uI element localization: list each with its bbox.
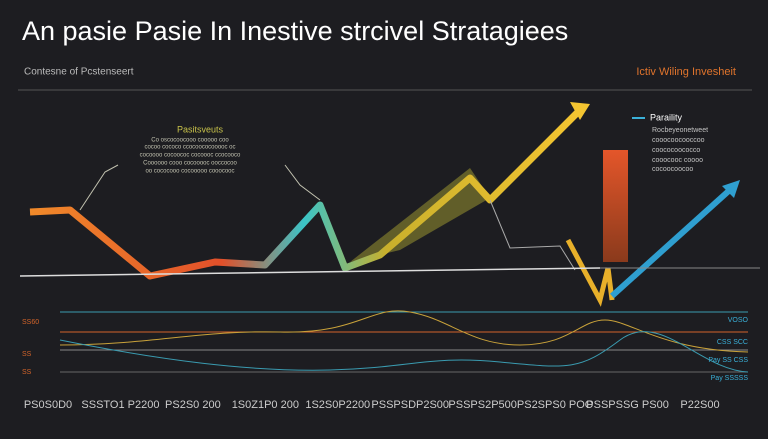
x-label: P22S00 bbox=[680, 399, 719, 411]
bar-shape bbox=[603, 150, 628, 262]
corner-label: Ictiv Wiling Invesheit bbox=[636, 66, 736, 78]
subtitle: Contesne of Pcstenseert bbox=[24, 67, 134, 78]
blue-line bbox=[609, 185, 735, 299]
callout bbox=[284, 164, 321, 201]
left-label: SS60 bbox=[22, 319, 39, 326]
x-label: PS0S0D0 bbox=[24, 399, 72, 411]
x-label: PSSPS2P500 bbox=[448, 399, 517, 411]
legend-line: cocoocoocoo bbox=[652, 166, 693, 173]
legend-line: Rocbeyeonetweet bbox=[652, 127, 708, 134]
annotation-line: Coooooo cooo cocooooc ooccocoo bbox=[143, 161, 237, 167]
x-label: 1S2S0P2200 bbox=[305, 399, 370, 411]
annotation-line: Co oscocoocooo cooooo coo bbox=[151, 138, 229, 144]
callout bbox=[79, 164, 119, 211]
x-label: PS2SPS0 POO bbox=[517, 399, 594, 411]
right-label: Pay SS CSS bbox=[708, 357, 748, 364]
wave bbox=[59, 331, 749, 373]
ribbon-line bbox=[29, 109, 581, 280]
right-label: Pay SSSSS bbox=[711, 375, 749, 382]
legend-line: cooocooc coooo bbox=[652, 157, 703, 164]
annotation-line: oo cococooo cocooooo cooocooc bbox=[145, 169, 234, 175]
yellow-dip bbox=[565, 238, 615, 307]
x-label: PSSPSSG PS00 bbox=[586, 399, 669, 411]
x-label: PSSPSDP2S00 bbox=[371, 399, 449, 411]
title: An pasie Pasie In Inestive strcivel Stra… bbox=[22, 16, 568, 46]
annotation-title: Pasitsveuts bbox=[177, 124, 224, 134]
annotation-line: cocoo cococo ccocoococooooc oc bbox=[144, 145, 235, 151]
arrow-head bbox=[722, 180, 740, 198]
arrow-head bbox=[570, 102, 590, 120]
wave bbox=[59, 310, 749, 353]
x-label: PS2S0 200 bbox=[165, 399, 221, 411]
right-label: CSS SCC bbox=[717, 339, 748, 346]
x-label: 1S0Z1P0 200 bbox=[232, 399, 299, 411]
legend-title: Paraility bbox=[650, 112, 683, 122]
baseline bbox=[19, 267, 601, 277]
annotation-line: cocoooo cocoococ cocoooc ccocooco bbox=[140, 153, 241, 159]
legend-line: cooocoocooccoo bbox=[652, 137, 705, 144]
x-label: SSSTO1 P2200 bbox=[81, 399, 159, 411]
thin-line bbox=[489, 199, 576, 271]
left-label: SS bbox=[22, 351, 32, 358]
right-label: VOSO bbox=[728, 317, 749, 324]
left-label: SS bbox=[22, 369, 32, 376]
legend-line: coococoococco bbox=[652, 147, 700, 154]
